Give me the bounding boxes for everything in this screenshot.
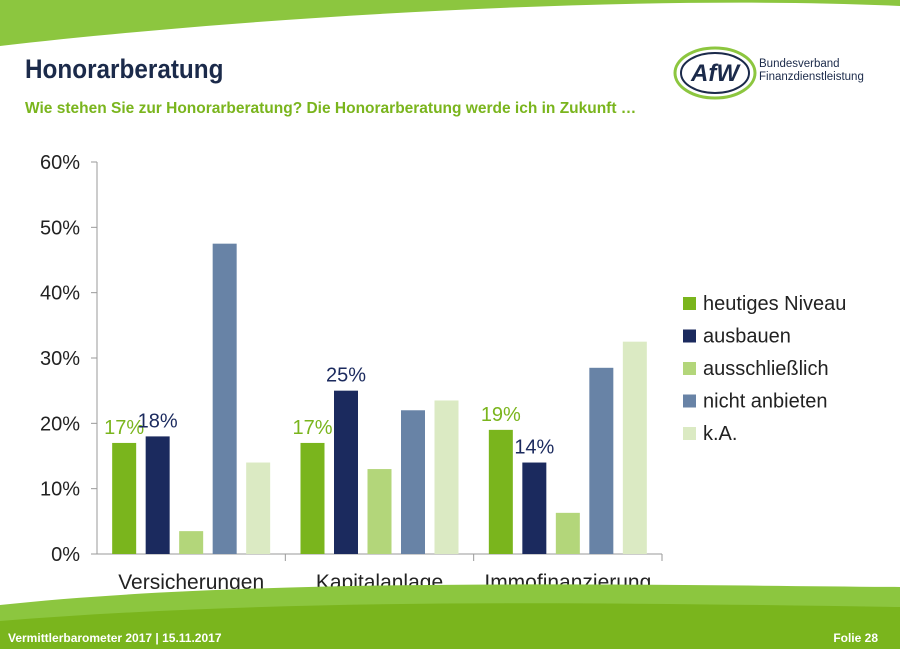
y-tick-label: 20% [40, 413, 80, 435]
bar [367, 469, 392, 554]
legend-label: ausbauen [703, 326, 791, 348]
legend-swatch [683, 362, 696, 375]
bar [179, 531, 204, 554]
footer-left: Vermittlerbarometer 2017 | 15.11.2017 [8, 631, 222, 645]
bar [434, 400, 459, 554]
bar [622, 341, 647, 554]
data-label: 19% [481, 404, 521, 426]
data-label: 17% [292, 417, 332, 439]
bar [522, 462, 547, 554]
bar [401, 410, 425, 554]
legend-label: heutiges Niveau [703, 293, 846, 315]
logo-text: Bundesverband Finanzdienstleistung [759, 58, 864, 84]
bar [212, 243, 237, 554]
data-label: 25% [326, 365, 366, 387]
top-wave-decoration [0, 0, 900, 46]
y-tick-label: 30% [40, 348, 80, 370]
data-label: 17% [104, 417, 144, 439]
data-label: 14% [514, 437, 554, 459]
legend-label: k.A. [703, 423, 737, 445]
bottom-wave-decoration [0, 584, 900, 649]
legend-swatch [683, 297, 696, 310]
x-category-label: Versicherungen [118, 571, 264, 594]
legend-swatch [683, 329, 696, 343]
y-tick-label: 40% [40, 283, 80, 305]
logo-line2: Finanzdienstleistung [759, 71, 864, 83]
legend-swatch [683, 394, 696, 408]
legend-label: ausschließlich [703, 358, 829, 380]
afw-logo: AfW [673, 46, 757, 100]
y-tick-label: 10% [40, 479, 80, 501]
bar [555, 512, 580, 554]
y-tick-label: 0% [51, 544, 80, 566]
footer-page-number: Folie 28 [833, 631, 878, 645]
legend-label: nicht anbieten [703, 391, 828, 413]
legend-swatch [683, 427, 696, 440]
bar [300, 442, 325, 554]
bar [334, 390, 358, 554]
logo-line1: Bundesverband [759, 58, 840, 70]
data-label: 18% [138, 410, 178, 432]
page-subtitle: Wie stehen Sie zur Honorarberatung? Die … [25, 100, 637, 117]
y-tick-label: 60% [40, 152, 80, 174]
bar [246, 462, 271, 554]
bar [145, 436, 170, 554]
page-title: Honorarberatung [25, 54, 224, 84]
bar [589, 367, 614, 554]
y-tick-label: 50% [40, 217, 80, 239]
logo-mark: AfW [690, 60, 741, 87]
bar [112, 442, 137, 554]
bar-chart: 0%10%20%30%40%50%60%Versicherungen17%18%… [40, 152, 846, 594]
bar [488, 429, 513, 554]
